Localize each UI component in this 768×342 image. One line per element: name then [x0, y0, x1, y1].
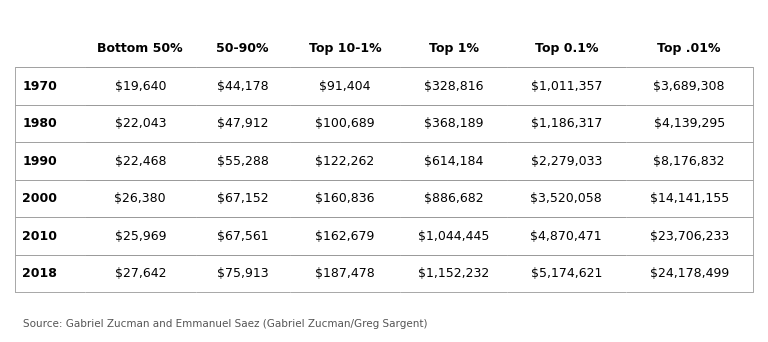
- Text: Source: Gabriel Zucman and Emmanuel Saez (Gabriel Zucman/Greg Sargent): Source: Gabriel Zucman and Emmanuel Saez…: [23, 319, 427, 329]
